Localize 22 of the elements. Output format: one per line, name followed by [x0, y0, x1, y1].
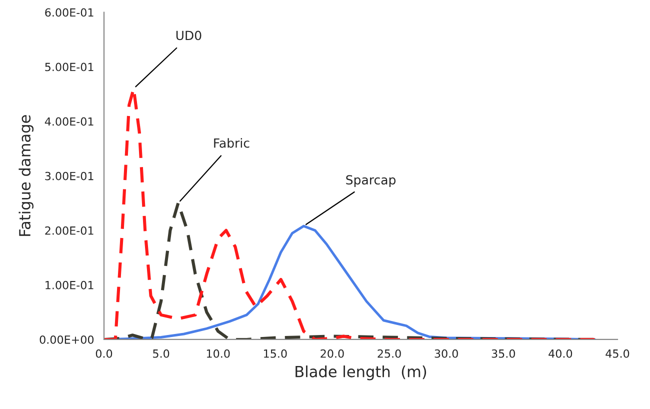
annotation: Sparcap: [346, 175, 396, 187]
x-tick-label: 40.0: [548, 349, 572, 358]
x-tick-label: 5.0: [153, 349, 170, 358]
y-tick-label: 4.00E-01: [44, 117, 94, 126]
annotation: Fabric: [214, 138, 250, 148]
x-tick-label: 30.0: [434, 349, 458, 358]
y-tick-label: 2.00E-01: [45, 226, 94, 235]
y-tick-label: 5.00E-01: [45, 62, 94, 72]
x-axis-title: Blade length (m): [296, 366, 426, 380]
x-tick-label: 20.0: [320, 349, 344, 358]
x-tick-label: 15.0: [264, 349, 287, 358]
x-tick-label: 45.0: [606, 349, 630, 358]
y-tick-label: 6.00E-01: [45, 8, 94, 17]
annotation: UD0: [176, 30, 202, 40]
x-tick-label: 35.0: [492, 349, 516, 358]
y-tick-label: 0.00E+00: [40, 335, 94, 344]
x-tick-label: 0.0: [96, 349, 112, 358]
y-tick-label: 1.00E-01: [46, 280, 94, 290]
x-tick-label: 10.0: [206, 349, 230, 358]
y-axis-title: Fatigue damage: [18, 115, 34, 236]
y-tick-label: 3.00E-01: [45, 172, 94, 180]
x-tick-label: 25.0: [378, 349, 401, 358]
